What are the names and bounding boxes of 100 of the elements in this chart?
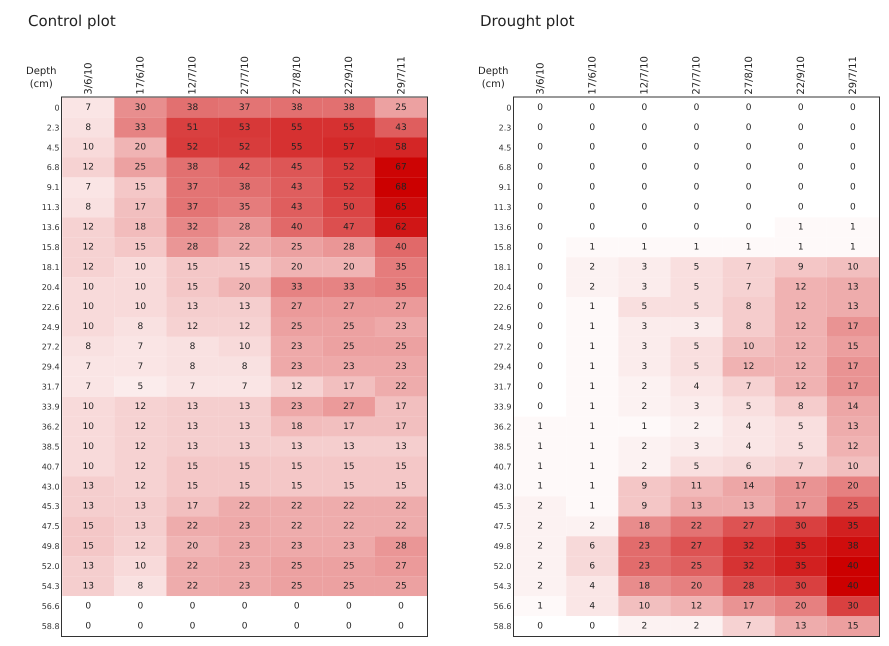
data-label: 37 [238,102,250,113]
y-tick-label: 13.6 [42,223,60,232]
data-label: 25 [291,322,302,332]
data-label: 0 [694,142,700,153]
data-label: 0 [537,342,544,352]
data-label: 22 [395,502,407,512]
data-label: 10 [742,342,755,352]
data-label: 20 [134,142,146,153]
data-label: 35 [238,202,250,213]
data-label: 0 [537,162,544,173]
data-label: 37 [186,202,198,213]
data-label: 12 [134,442,146,452]
data-label: 23 [238,581,250,592]
data-label: 0 [850,202,856,213]
y-tick-label: 36.2 [42,422,60,432]
data-label: 6 [589,561,596,572]
data-label: 28 [742,581,755,592]
data-label: 17 [186,502,198,512]
data-label: 4 [746,422,752,432]
data-label: 23 [238,561,250,572]
data-label: 30 [847,601,859,612]
data-label: 17 [395,422,407,432]
data-label: 67 [395,162,407,173]
data-label: 0 [642,162,648,173]
data-label: 0 [589,122,596,133]
data-label: 5 [694,462,700,472]
y-tick-label: 29.4 [494,362,512,372]
y-tick-label: 58.8 [494,622,512,631]
data-label: 0 [850,142,856,153]
data-label: 2 [589,522,596,532]
data-label: 32 [186,222,198,232]
data-label: 52 [238,142,250,153]
data-label: 22 [343,522,355,532]
data-label: 17 [795,482,807,492]
y-tick-label: 47.5 [42,522,60,532]
data-label: 15 [291,462,302,472]
y-tick-label: 15.8 [42,242,60,252]
data-label: 15 [291,482,302,492]
data-label: 0 [642,122,648,133]
y-tick-label: 13.6 [494,223,512,232]
chart-title: Drought plot [480,12,575,30]
data-label: 1 [589,382,596,392]
data-label: 30 [795,522,807,532]
data-label: 17 [343,422,355,432]
data-label: 17 [742,601,754,612]
y-tick-label: 27.2 [494,342,512,352]
data-label: 25 [343,322,355,332]
data-label: 8 [190,362,196,372]
data-label: 0 [589,142,596,153]
data-label: 12 [134,402,146,412]
data-label: 13 [847,422,859,432]
data-label: 15 [238,462,250,472]
data-label: 27 [343,302,355,312]
y-tick-label: 18.1 [42,262,60,272]
data-label: 1 [746,242,752,252]
data-label: 0 [850,182,856,193]
data-label: 33 [343,282,355,292]
y-tick-label: 31.7 [42,382,60,392]
data-label: 13 [847,282,859,292]
data-label: 12 [134,422,146,432]
data-label: 0 [294,601,300,612]
data-label: 15 [134,182,146,193]
data-label: 13 [82,482,94,492]
data-label: 22 [343,502,355,512]
x-tick-label: 27/7/10 [240,56,251,95]
data-label: 0 [137,621,144,632]
data-label: 20 [291,262,303,272]
data-label: 9 [798,262,804,272]
data-label: 1 [537,482,543,492]
data-label: 0 [694,102,700,113]
data-label: 15 [186,482,198,492]
data-label: 25 [847,502,859,512]
y-tick-label: 22.6 [494,302,512,312]
data-label: 10 [82,322,94,332]
y-tick-label: 45.3 [494,502,512,512]
data-label: 23 [395,322,407,332]
data-label: 52 [343,182,355,193]
y-tick-label: 40.7 [494,462,512,472]
data-label: 23 [238,522,250,532]
data-label: 10 [82,302,94,312]
data-label: 2 [589,282,596,292]
data-label: 1 [850,242,856,252]
data-label: 38 [343,102,355,113]
data-label: 12 [134,462,146,472]
data-label: 5 [694,302,700,312]
data-label: 10 [847,462,859,472]
data-label: 15 [238,262,250,272]
data-label: 45 [291,162,302,173]
data-label: 1 [642,422,648,432]
data-label: 0 [746,102,752,113]
data-label: 22 [291,522,302,532]
y-tick-label: 24.9 [494,322,512,332]
data-label: 0 [798,182,804,193]
data-label: 1 [537,601,543,612]
data-label: 15 [343,482,355,492]
data-label: 10 [134,302,146,312]
data-label: 15 [186,462,198,472]
data-label: 32 [742,561,754,572]
data-label: 27 [742,522,754,532]
data-label: 0 [798,202,804,213]
